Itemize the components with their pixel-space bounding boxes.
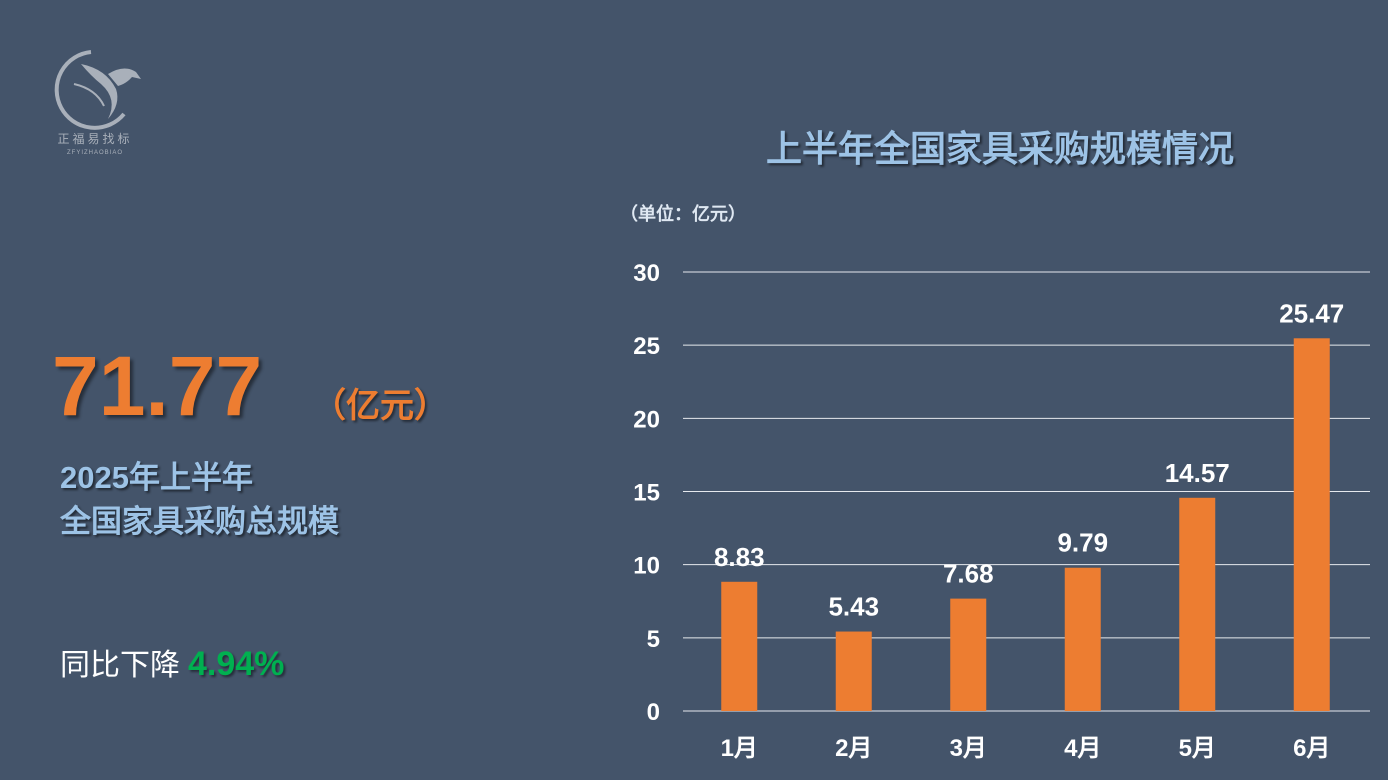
data-label: 14.57 — [1165, 458, 1230, 488]
data-label: 7.68 — [943, 559, 994, 589]
y-tick-label: 5 — [647, 626, 660, 653]
bar — [1293, 338, 1330, 711]
logo-text-cn: 正福易找标 — [57, 132, 133, 146]
bar — [1064, 567, 1101, 711]
y-tick-label: 10 — [633, 553, 660, 580]
bar — [835, 631, 872, 711]
chart-title: 上半年全国家具采购规模情况 — [765, 128, 1234, 169]
x-tick-label: 5月 — [1179, 735, 1216, 762]
data-label: 9.79 — [1057, 528, 1108, 558]
data-label: 25.47 — [1279, 298, 1344, 328]
summary-line-1: 2025年上半年 — [60, 460, 253, 495]
yoy-change: 同比下降 4.94% — [60, 640, 284, 684]
y-tick-label: 20 — [633, 406, 660, 433]
logo-emblem-icon — [54, 50, 141, 130]
summary-line-2: 全国家具采购总规模 — [60, 504, 339, 539]
y-tick-label: 0 — [647, 699, 660, 726]
total-unit: （亿元） — [312, 387, 448, 425]
yoy-label: 同比下降 — [60, 649, 180, 682]
bar — [721, 581, 758, 711]
y-tick-label: 30 — [633, 260, 660, 287]
total-value: 71.77 — [52, 339, 263, 433]
bar — [1179, 497, 1216, 711]
x-tick-label: 2月 — [835, 735, 872, 762]
chart-unit-label: （单位：亿元） — [620, 204, 746, 224]
y-tick-label: 15 — [633, 480, 660, 507]
x-tick-label: 3月 — [950, 735, 987, 762]
bar — [950, 598, 987, 711]
data-label: 5.43 — [828, 592, 879, 622]
x-tick-label: 6月 — [1293, 735, 1330, 762]
x-tick-label: 4月 — [1064, 735, 1101, 762]
yoy-value: 4.94% — [188, 645, 285, 683]
y-tick-label: 25 — [633, 333, 660, 360]
data-label: 8.83 — [714, 542, 765, 572]
logo-text-en: ZFYIZHAOBIAO — [66, 150, 123, 156]
x-tick-label: 1月 — [721, 735, 758, 762]
